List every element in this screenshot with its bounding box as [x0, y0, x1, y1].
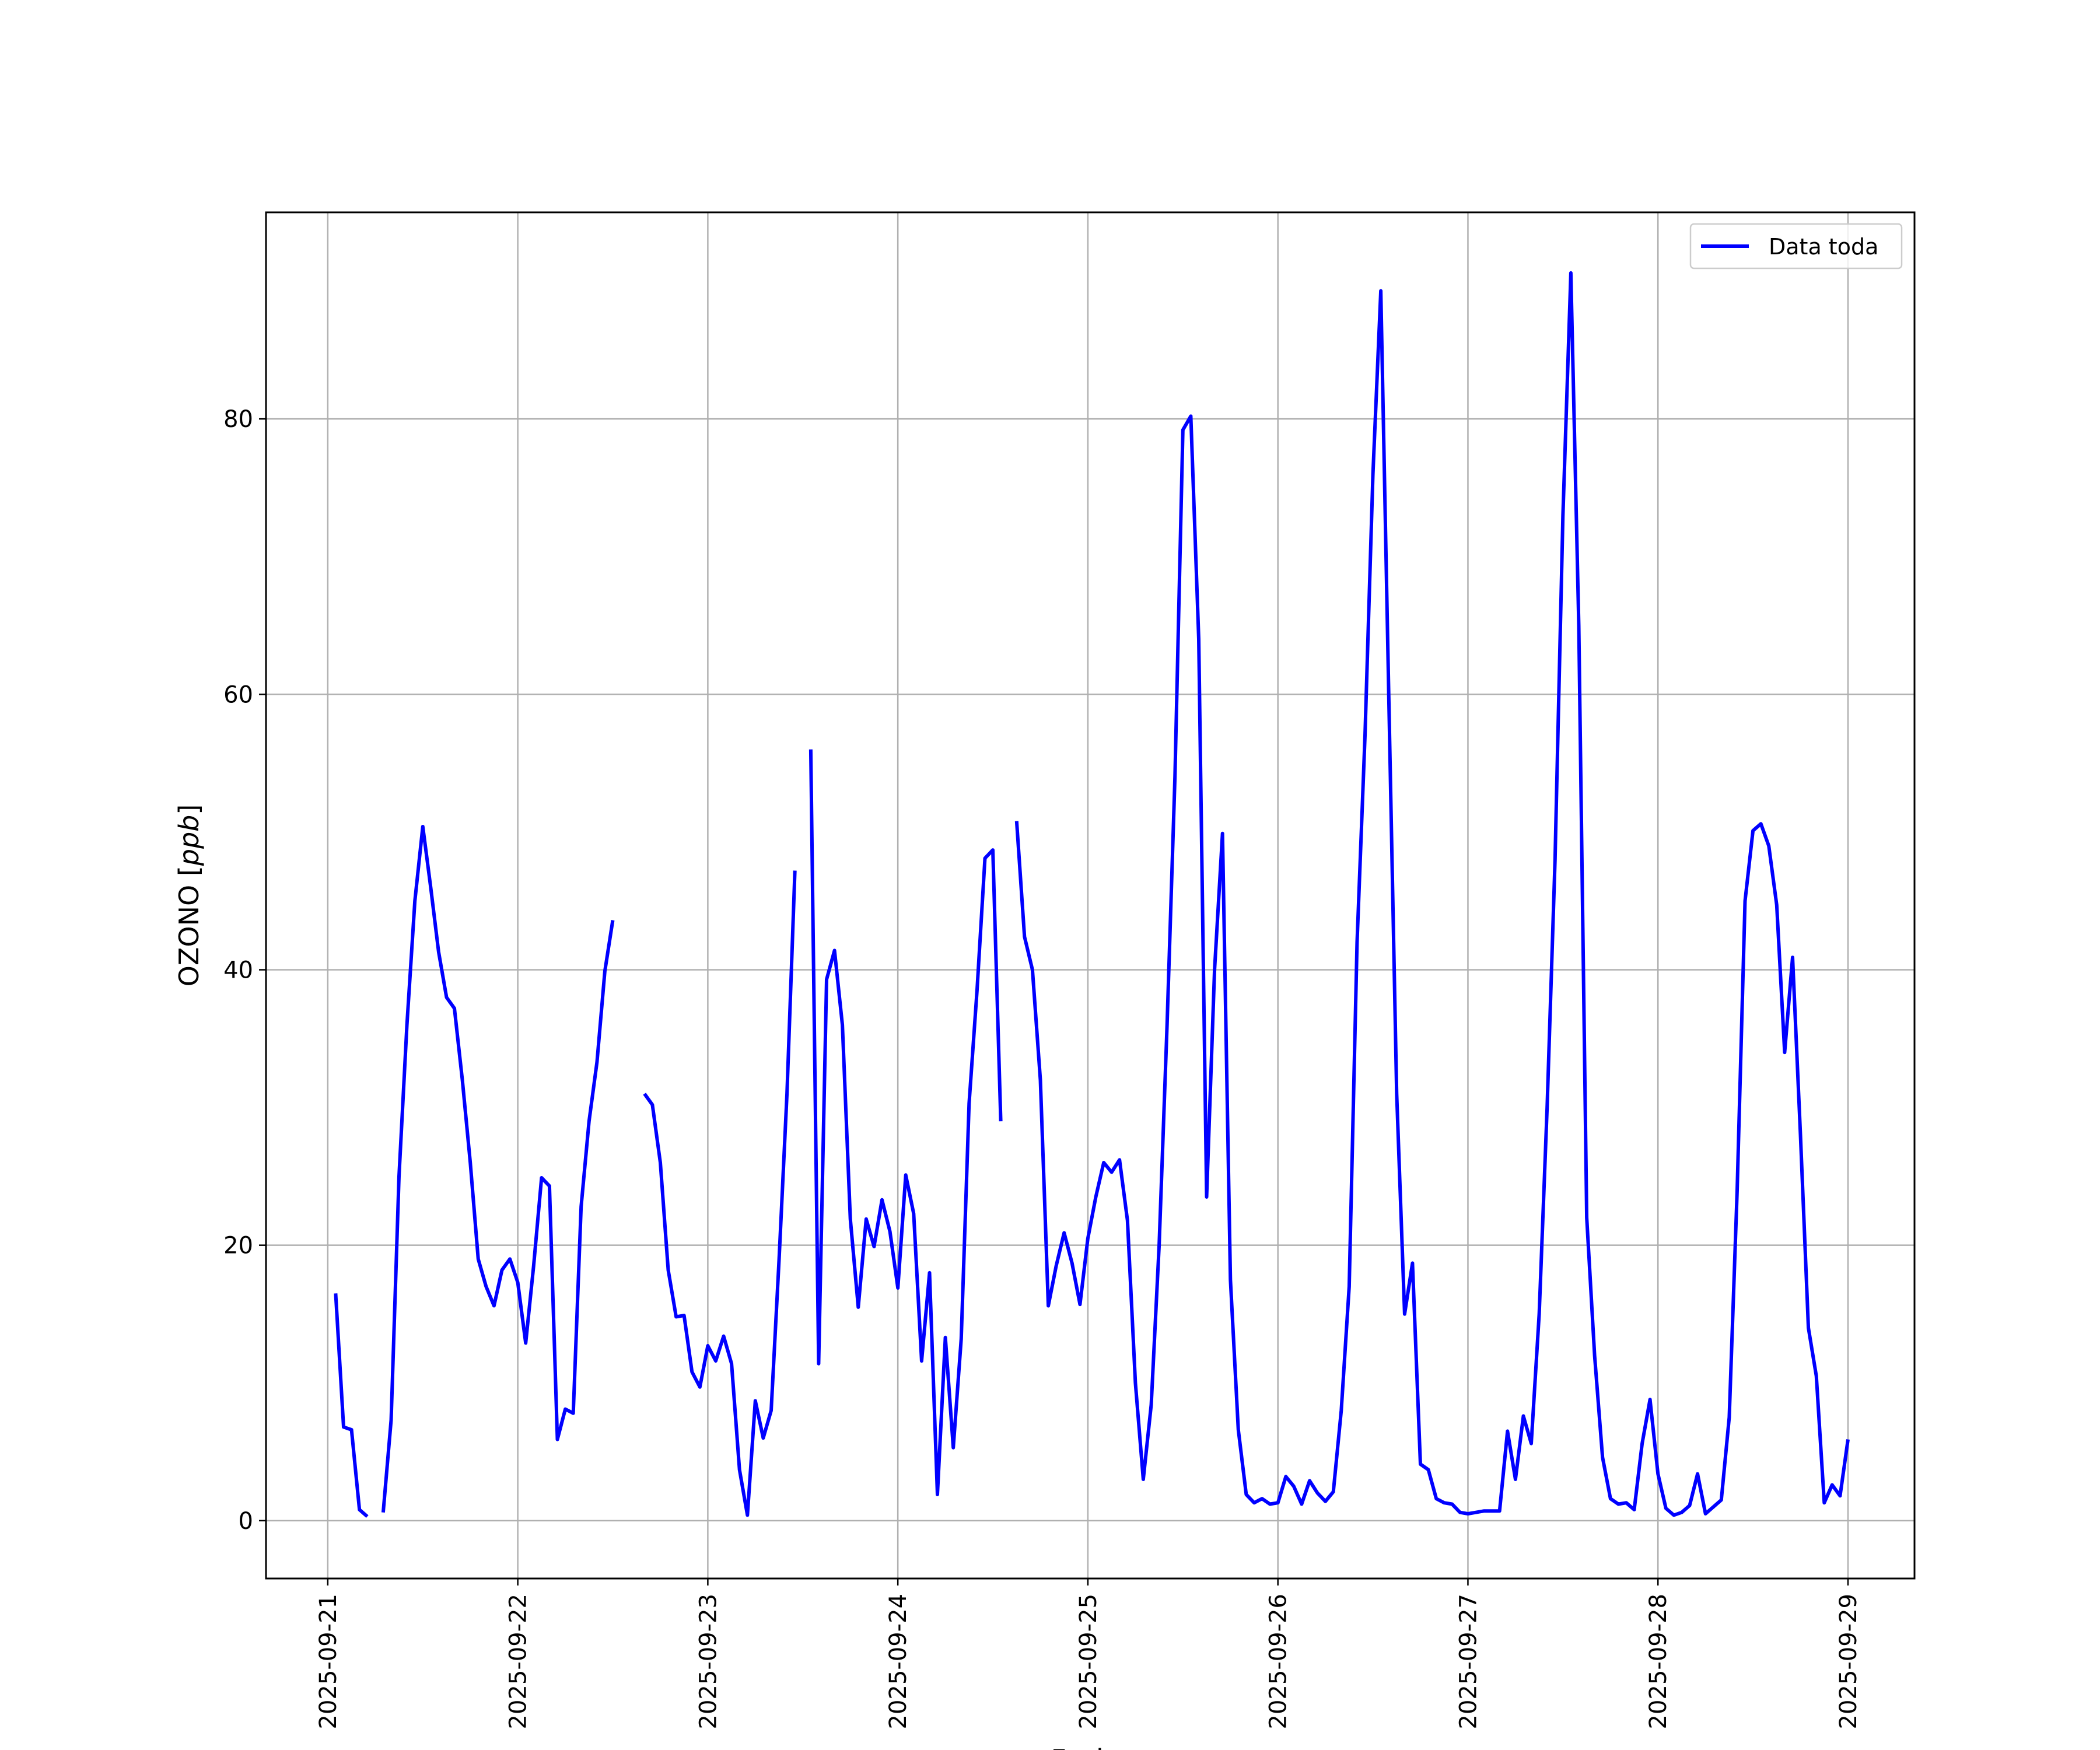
x-axis: 2025-09-21 2025-09-22 2025-09-23 2025-09-24…	[315, 1578, 1862, 1729]
y-tick-label: 40	[223, 957, 253, 984]
y-tick-label: 0	[239, 1508, 253, 1535]
plot-area	[266, 212, 1915, 1578]
grid-lines	[266, 212, 1915, 1578]
x-tick-label: 2025-09-29	[1835, 1594, 1862, 1729]
series-line-segment	[381, 825, 615, 1513]
series-line-segment	[1014, 271, 1850, 1517]
legend-label: Data toda	[1769, 234, 1878, 260]
series-layer	[334, 271, 1850, 1518]
plot-frame	[265, 211, 1916, 1580]
x-tick-label: 2025-09-21	[315, 1594, 342, 1729]
legend-box	[1689, 223, 1903, 270]
x-tick-label: 2025-09-22	[505, 1594, 532, 1729]
y-axis-label-unit: ppb	[173, 815, 205, 867]
legend: Data toda	[1689, 223, 1903, 270]
series-line-segment	[334, 1293, 369, 1518]
x-tick-label: 2025-09-28	[1645, 1594, 1672, 1729]
series-line-segment	[643, 870, 797, 1517]
y-axis-label-text: OZONO	[173, 885, 205, 987]
y-tick-label: 60	[223, 681, 253, 708]
y-axis-label-open-bracket: [	[173, 866, 205, 876]
x-tick-label: 2025-09-25	[1075, 1594, 1102, 1729]
x-tick-label: 2025-09-24	[885, 1594, 912, 1729]
y-tick-label: 20	[223, 1233, 253, 1259]
y-axis-label-close-bracket: ]	[173, 804, 205, 815]
y-axis-label: OZONO [ppb]	[173, 804, 205, 987]
y-tick-label: 80	[223, 406, 253, 433]
x-tick-label: 2025-09-23	[695, 1594, 722, 1729]
x-axis-label: Fecha	[1051, 1744, 1130, 1750]
series-line-segment	[808, 749, 1003, 1496]
x-tick-label: 2025-09-27	[1455, 1594, 1482, 1729]
x-tick-label: 2025-09-26	[1265, 1594, 1292, 1729]
y-axis: 0 20 40 60 80	[223, 406, 266, 1535]
